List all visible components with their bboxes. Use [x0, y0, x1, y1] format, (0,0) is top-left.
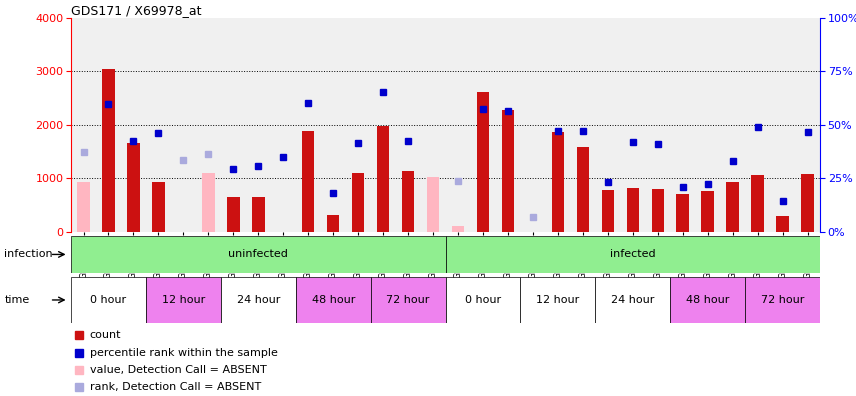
Bar: [327, 215, 340, 232]
Bar: [371, 277, 445, 323]
Text: 24 hour: 24 hour: [611, 295, 655, 305]
Text: 0 hour: 0 hour: [91, 295, 127, 305]
Text: infected: infected: [610, 249, 656, 259]
Bar: [71, 277, 146, 323]
Bar: [302, 131, 314, 232]
Bar: [128, 143, 140, 232]
Bar: [252, 197, 265, 232]
Bar: [445, 277, 520, 323]
Text: time: time: [4, 295, 29, 305]
Bar: [602, 190, 614, 232]
Bar: [502, 110, 514, 232]
Bar: [296, 277, 371, 323]
Bar: [352, 173, 365, 232]
Bar: [477, 91, 490, 232]
Bar: [727, 182, 739, 232]
Text: 12 hour: 12 hour: [162, 295, 205, 305]
Text: 72 hour: 72 hour: [386, 295, 430, 305]
Bar: [401, 171, 414, 232]
Bar: [776, 216, 789, 232]
Bar: [71, 236, 445, 273]
Text: GDS171 / X69978_at: GDS171 / X69978_at: [71, 4, 201, 17]
Bar: [445, 236, 820, 273]
Bar: [452, 226, 464, 232]
Bar: [152, 183, 164, 232]
Bar: [701, 191, 714, 232]
Bar: [752, 175, 764, 232]
Text: count: count: [90, 330, 122, 341]
Bar: [801, 174, 814, 232]
Text: rank, Detection Call = ABSENT: rank, Detection Call = ABSENT: [90, 382, 261, 392]
Bar: [745, 277, 820, 323]
Text: 0 hour: 0 hour: [465, 295, 501, 305]
Bar: [595, 277, 670, 323]
Text: 48 hour: 48 hour: [312, 295, 355, 305]
Text: 12 hour: 12 hour: [536, 295, 580, 305]
Bar: [77, 183, 90, 232]
Text: percentile rank within the sample: percentile rank within the sample: [90, 348, 277, 358]
Text: value, Detection Call = ABSENT: value, Detection Call = ABSENT: [90, 365, 266, 375]
Bar: [377, 126, 389, 232]
Text: infection: infection: [4, 249, 53, 259]
Bar: [551, 132, 564, 232]
Text: 24 hour: 24 hour: [236, 295, 280, 305]
Text: 72 hour: 72 hour: [761, 295, 805, 305]
Text: 48 hour: 48 hour: [686, 295, 729, 305]
Bar: [102, 69, 115, 232]
Bar: [146, 277, 221, 323]
Bar: [670, 277, 745, 323]
Bar: [676, 194, 689, 232]
Bar: [520, 277, 595, 323]
Bar: [627, 188, 639, 232]
Bar: [651, 189, 664, 232]
Bar: [577, 147, 589, 232]
Bar: [227, 197, 240, 232]
Text: uninfected: uninfected: [229, 249, 288, 259]
Bar: [221, 277, 296, 323]
Bar: [202, 173, 215, 232]
Bar: [427, 177, 439, 232]
